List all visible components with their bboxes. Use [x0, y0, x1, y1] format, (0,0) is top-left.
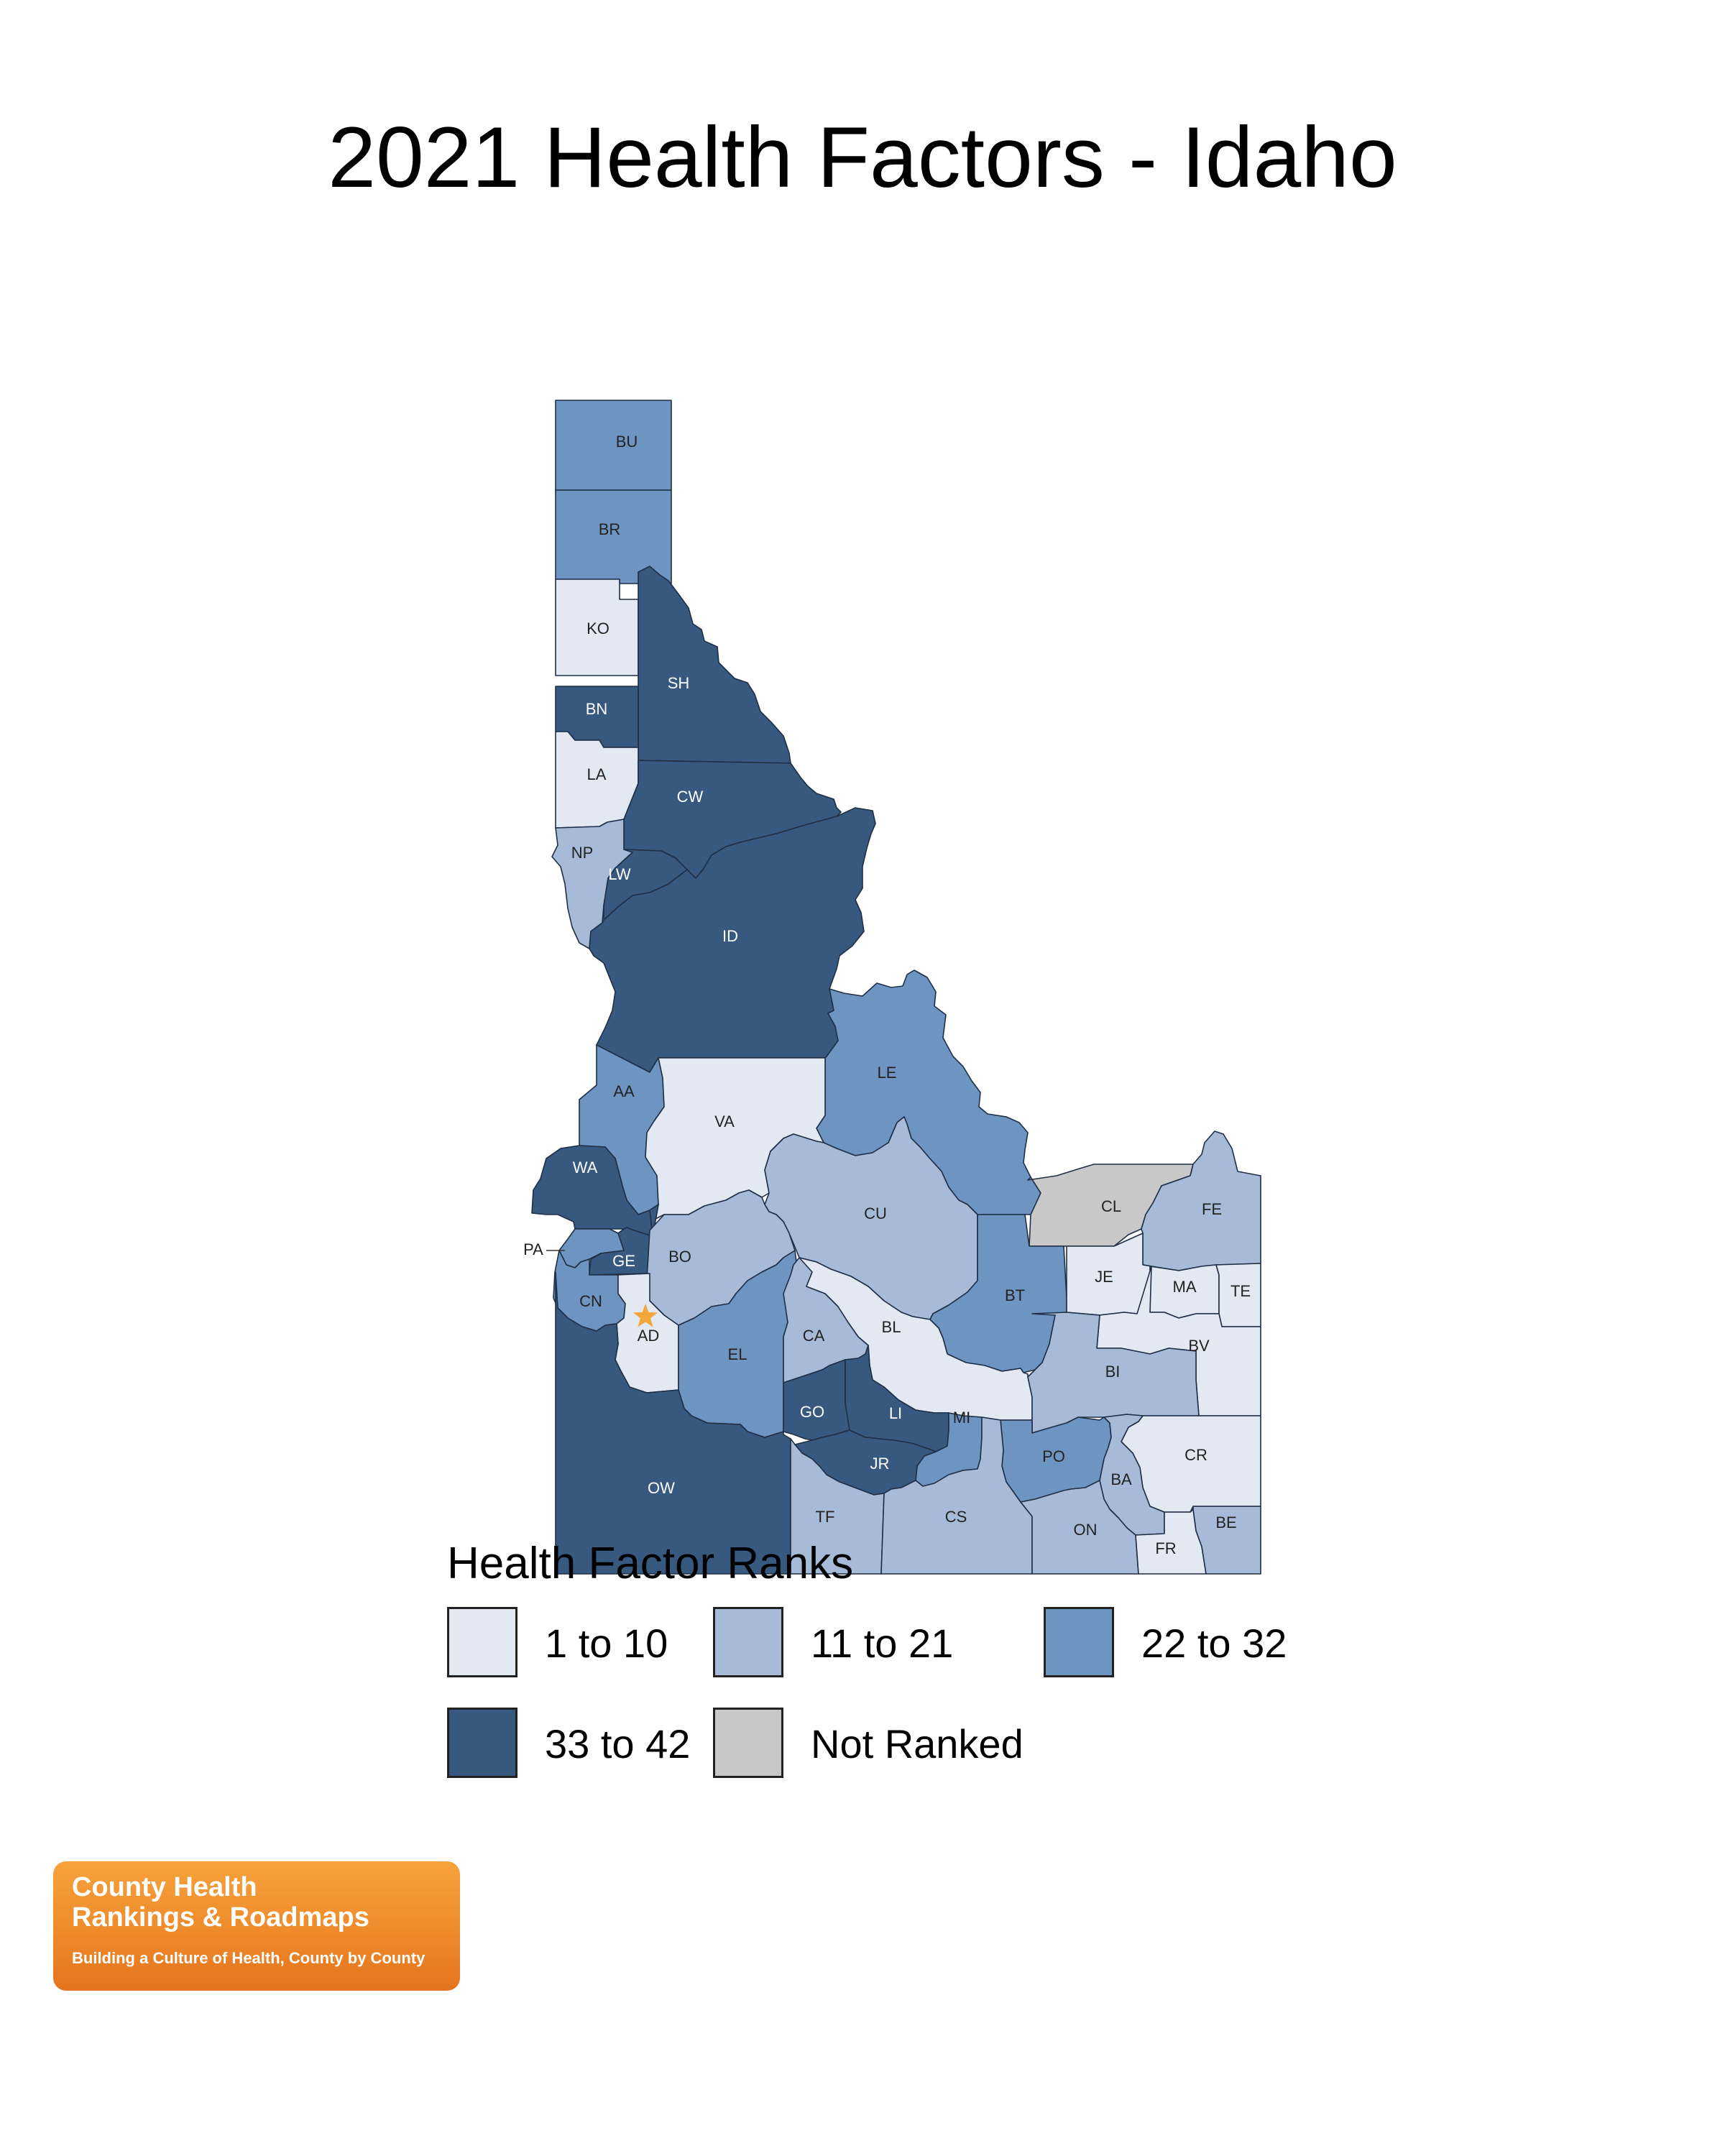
legend-swatch — [713, 1607, 783, 1677]
county-label-tf: TF — [816, 1508, 835, 1526]
county-label-la: LA — [587, 765, 607, 783]
legend-label: Not Ranked — [811, 1721, 1024, 1766]
county-label-ow: OW — [648, 1479, 675, 1497]
legend-swatch — [713, 1708, 783, 1778]
legend-swatch — [447, 1607, 518, 1677]
logo-line-1: County Health — [72, 1872, 257, 1902]
county-label-np: NP — [571, 844, 594, 862]
county-label-br: BR — [599, 520, 621, 538]
county-label-bi: BI — [1105, 1363, 1121, 1381]
legend-label: 1 to 10 — [545, 1621, 668, 1666]
legend-title: Health Factor Ranks — [447, 1539, 854, 1588]
star-icon — [632, 1304, 658, 1327]
county-label-cs: CS — [945, 1508, 967, 1526]
county-label-le: LE — [878, 1064, 897, 1082]
county-label-bu: BU — [616, 433, 638, 451]
county-label-ko: KO — [586, 619, 610, 637]
county-label-mi: MI — [953, 1409, 970, 1427]
logo-tagline: Building a Culture of Health, County by … — [72, 1949, 426, 1967]
county-label-ba: BA — [1110, 1470, 1132, 1488]
county-label-pa: PA — [523, 1240, 543, 1258]
county-label-aa: AA — [613, 1082, 635, 1100]
logo-line-2: Rankings & Roadmaps — [72, 1902, 369, 1932]
legend-label: 33 to 42 — [545, 1721, 691, 1766]
county-label-je: JE — [1095, 1268, 1113, 1286]
county-sh — [638, 566, 791, 764]
county-label-on: ON — [1074, 1521, 1098, 1539]
county-label-sh: SH — [668, 674, 690, 692]
legend-swatch — [447, 1708, 518, 1778]
county-health-rankings-logo: County Health Rankings & Roadmaps Buildi… — [53, 1861, 460, 1991]
county-label-lw: LW — [608, 865, 631, 883]
county-label-li: LI — [889, 1404, 902, 1422]
county-label-el: EL — [728, 1345, 748, 1363]
county-label-bl: BL — [882, 1318, 901, 1336]
county-label-jr: JR — [870, 1455, 890, 1473]
county-label-po: PO — [1042, 1447, 1065, 1465]
county-label-ma: MA — [1173, 1278, 1197, 1296]
county-label-bt: BT — [1005, 1286, 1025, 1304]
county-label-cl: CL — [1101, 1197, 1121, 1215]
legend-label: 22 to 32 — [1141, 1621, 1287, 1666]
county-label-ad: AD — [638, 1327, 660, 1345]
county-label-wa: WA — [573, 1158, 598, 1176]
county-label-cn: CN — [579, 1292, 602, 1310]
legend-swatch — [1044, 1607, 1114, 1677]
county-ow — [555, 1271, 791, 1575]
county-label-ca: CA — [803, 1327, 825, 1345]
county-label-cr: CR — [1184, 1446, 1208, 1464]
county-label-be: BE — [1215, 1514, 1236, 1531]
county-label-go: GO — [800, 1403, 824, 1421]
county-label-bv: BV — [1188, 1337, 1210, 1355]
county-label-ge: GE — [612, 1252, 635, 1270]
county-label-fe: FE — [1202, 1200, 1222, 1218]
county-label-va: VA — [714, 1112, 735, 1130]
county-label-bo: BO — [668, 1248, 691, 1266]
county-label-id: ID — [722, 927, 738, 945]
county-label-cu: CU — [864, 1204, 887, 1222]
legend-label: 11 to 21 — [811, 1621, 954, 1666]
county-bu — [555, 400, 672, 491]
county-label-bn: BN — [586, 700, 608, 718]
county-be — [1192, 1506, 1261, 1575]
county-label-te: TE — [1230, 1282, 1251, 1300]
county-label-cw: CW — [677, 788, 704, 806]
county-label-fr: FR — [1155, 1539, 1176, 1557]
map-title: 2021 Health Factors - Idaho — [328, 109, 1397, 206]
